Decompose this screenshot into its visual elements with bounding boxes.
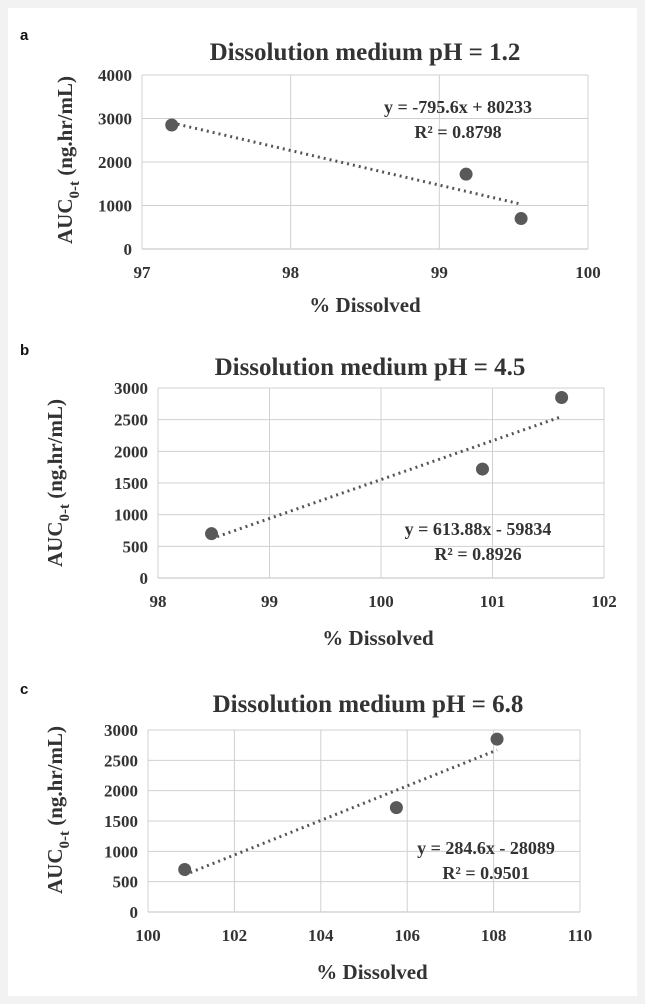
y-axis-label: AUC0-t (ng.hr/mL): [43, 726, 73, 894]
x-tick-label: 98: [282, 263, 299, 282]
chart-svg-c: c Dissolution medium pH = 6.8 0 500 1000 15…: [20, 681, 592, 984]
y-tick-label: 0: [130, 903, 139, 922]
x-tick-label: 104: [308, 926, 334, 945]
chart-panel-a: a Dissolution medium pH = 1.2 0 1000 2000 3…: [0, 0, 645, 335]
y-tick-label: 2000: [114, 442, 148, 461]
x-tick-label: 97: [134, 263, 152, 282]
y-tick-label: 500: [113, 873, 139, 892]
y-axis-label: AUC0-t (ng.hr/mL): [43, 399, 73, 567]
chart-svg-b: b Dissolution medium pH = 4.5 0 500 1000 15…: [20, 342, 617, 650]
r-squared: R² = 0.8798: [414, 122, 501, 142]
y-tick-labels: 0 1000 2000 3000 4000: [98, 66, 132, 259]
chart-title: Dissolution medium pH = 1.2: [210, 39, 521, 66]
data-point: [178, 863, 192, 877]
y-tick-label: 4000: [98, 66, 132, 85]
y-tick-label: 2000: [104, 782, 138, 801]
trendline: [184, 748, 498, 877]
chart-title: Dissolution medium pH = 6.8: [213, 691, 524, 718]
panel-label: b: [20, 342, 29, 359]
data-point: [475, 462, 489, 476]
data-point: [165, 118, 179, 132]
x-tick-label: 100: [135, 926, 161, 945]
x-tick-label: 110: [568, 926, 593, 945]
y-tick-label: 1000: [98, 197, 132, 216]
x-axis-label: % Dissolved: [309, 293, 421, 317]
trendline-equation: y = 284.6x - 28089: [417, 838, 555, 858]
y-tick-labels: 0 500 1000 1500 2000 2500 3000: [114, 379, 148, 588]
x-axis-label: % Dissolved: [322, 626, 434, 650]
trendline: [211, 415, 563, 541]
r-squared: R² = 0.9501: [442, 863, 529, 883]
y-tick-label: 0: [140, 569, 149, 588]
data-point: [490, 732, 504, 746]
x-tick-label: 101: [480, 592, 506, 611]
panel-label: a: [20, 27, 29, 44]
x-axis-label: % Dissolved: [316, 960, 428, 984]
data-point: [205, 527, 219, 541]
data-point: [555, 391, 569, 404]
y-tick-label: 1000: [114, 506, 148, 525]
y-tick-label: 1500: [114, 474, 148, 493]
x-tick-label: 106: [394, 926, 420, 945]
y-tick-label: 2000: [98, 153, 132, 172]
chart-panel-b: b Dissolution medium pH = 4.5 0 500 1000 15…: [0, 315, 645, 650]
x-tick-labels: 97 98 99 100: [134, 263, 601, 282]
trendline-equation: y = -795.6x + 80233: [384, 97, 532, 117]
y-tick-label: 3000: [98, 110, 132, 129]
x-tick-label: 98: [150, 592, 167, 611]
x-tick-label: 99: [261, 592, 278, 611]
panel-label: c: [20, 681, 28, 698]
r-squared: R² = 0.8926: [434, 544, 521, 564]
y-axis-label: AUC0-t (ng.hr/mL): [53, 76, 83, 244]
x-tick-labels: 100 102 104 106 108 110: [135, 926, 592, 945]
y-tick-label: 500: [123, 537, 149, 556]
data-point: [389, 801, 403, 815]
y-tick-label: 2500: [114, 411, 148, 430]
gridlines: [157, 387, 605, 579]
y-tick-label: 1500: [104, 812, 138, 831]
data-point: [459, 167, 473, 181]
y-tick-label: 3000: [114, 379, 148, 398]
gridlines: [147, 729, 581, 913]
x-tick-labels: 98 99 100 101 102: [150, 592, 617, 611]
x-tick-label: 102: [222, 926, 248, 945]
y-tick-label: 3000: [104, 721, 138, 740]
data-points: [165, 118, 528, 226]
gridlines: [141, 74, 589, 250]
y-tick-label: 0: [124, 240, 133, 259]
x-tick-label: 99: [431, 263, 448, 282]
x-tick-label: 108: [481, 926, 507, 945]
data-points: [178, 732, 504, 877]
chart-panel-c: c Dissolution medium pH = 6.8 0 500 1000 15…: [0, 662, 645, 997]
x-tick-label: 100: [575, 263, 601, 282]
x-tick-label: 102: [591, 592, 617, 611]
y-tick-label: 2500: [104, 751, 138, 770]
data-points: [205, 391, 569, 541]
data-point: [514, 212, 528, 226]
x-tick-label: 100: [368, 592, 394, 611]
trendline-equation: y = 613.88x - 59834: [405, 519, 552, 539]
figure-frame: [8, 8, 637, 996]
chart-svg-a: a Dissolution medium pH = 1.2 0 1000 2000 3…: [20, 27, 601, 317]
y-tick-label: 1000: [104, 842, 138, 861]
chart-title: Dissolution medium pH = 4.5: [215, 354, 526, 381]
y-tick-labels: 0 500 1000 1500 2000 2500 3000: [104, 721, 138, 922]
